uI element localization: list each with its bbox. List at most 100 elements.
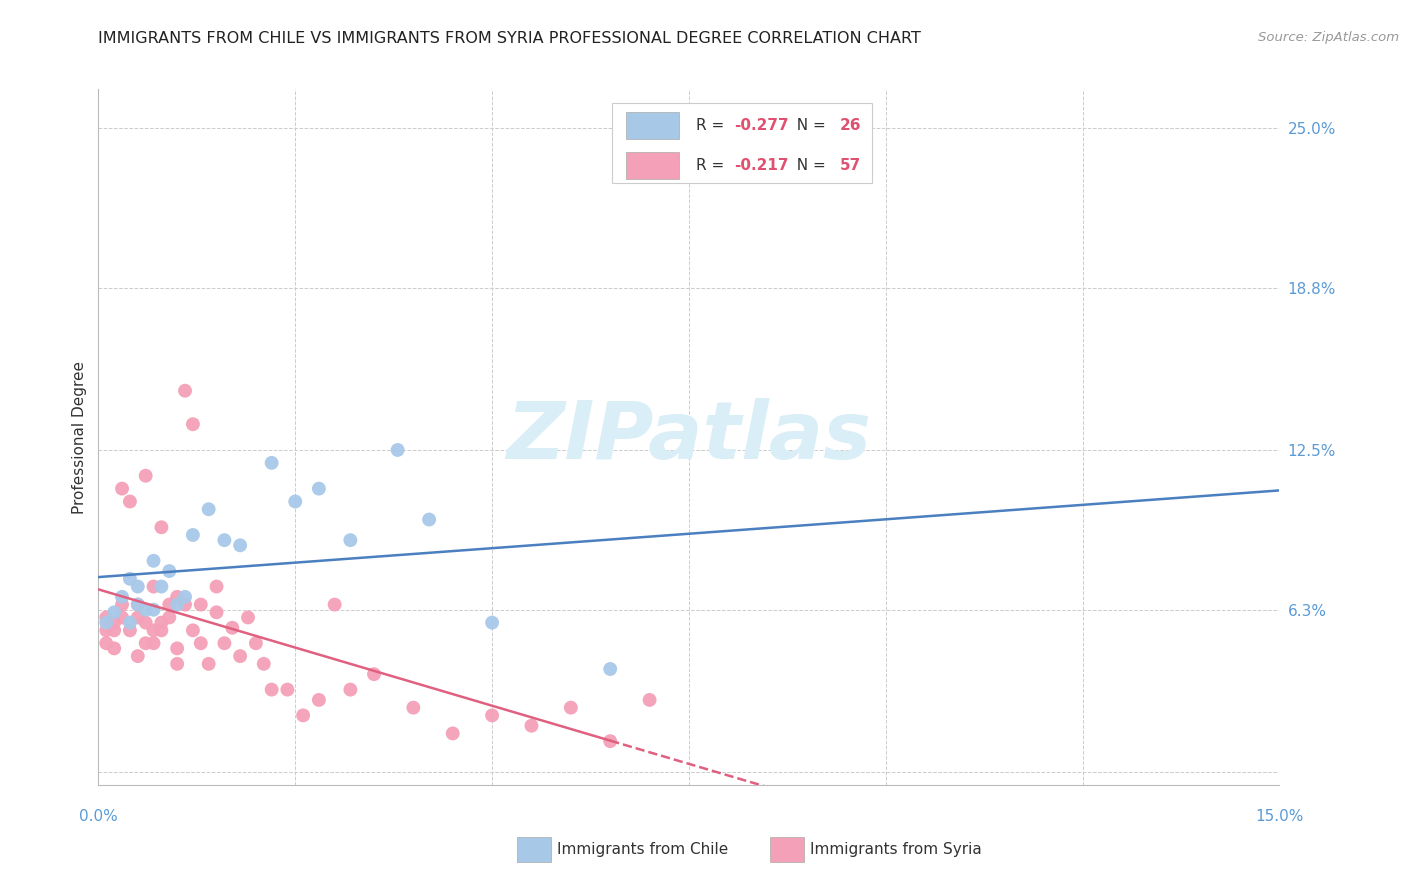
Point xyxy=(142,580,165,594)
Text: Immigrants from Syria: Immigrants from Syria xyxy=(810,842,981,856)
Point xyxy=(260,456,283,470)
Point xyxy=(260,682,283,697)
Point xyxy=(214,636,236,650)
Point xyxy=(111,590,134,604)
Point xyxy=(481,708,503,723)
Point xyxy=(96,615,118,630)
Point xyxy=(174,598,197,612)
Point xyxy=(308,693,330,707)
Point xyxy=(387,442,409,457)
Point xyxy=(150,624,173,638)
Point xyxy=(174,590,197,604)
Text: -0.217: -0.217 xyxy=(734,158,789,173)
Point xyxy=(96,624,118,638)
Point xyxy=(205,580,228,594)
Point xyxy=(308,482,330,496)
Point xyxy=(418,512,440,526)
Point xyxy=(118,572,141,586)
Point xyxy=(166,641,188,656)
FancyBboxPatch shape xyxy=(612,103,872,183)
Point xyxy=(142,624,165,638)
Point xyxy=(111,598,134,612)
Point xyxy=(157,598,180,612)
FancyBboxPatch shape xyxy=(626,112,679,139)
Point xyxy=(599,662,621,676)
Point xyxy=(245,636,267,650)
Point xyxy=(127,580,149,594)
Text: R =: R = xyxy=(696,118,730,133)
Point xyxy=(339,533,361,548)
Point xyxy=(221,621,243,635)
Point xyxy=(229,538,252,552)
Point xyxy=(363,667,385,681)
Point xyxy=(284,494,307,508)
Point xyxy=(481,615,503,630)
Point xyxy=(127,610,149,624)
Point xyxy=(166,657,188,671)
Point xyxy=(103,624,125,638)
Point xyxy=(292,708,315,723)
Text: ZIPatlas: ZIPatlas xyxy=(506,398,872,476)
Point xyxy=(441,726,464,740)
Point xyxy=(190,598,212,612)
Point xyxy=(127,598,149,612)
Text: 0.0%: 0.0% xyxy=(79,809,118,823)
Point xyxy=(276,682,298,697)
Point xyxy=(135,468,157,483)
Point xyxy=(236,610,259,624)
Point xyxy=(103,605,125,619)
Point xyxy=(103,641,125,656)
Point xyxy=(339,682,361,697)
Point xyxy=(150,580,173,594)
Text: 15.0%: 15.0% xyxy=(1256,809,1303,823)
Point xyxy=(118,624,141,638)
Point xyxy=(135,636,157,650)
Y-axis label: Professional Degree: Professional Degree xyxy=(72,360,87,514)
Point xyxy=(599,734,621,748)
Point xyxy=(520,719,543,733)
Point xyxy=(166,590,188,604)
Point xyxy=(229,649,252,664)
Point xyxy=(118,494,141,508)
Point xyxy=(181,528,204,542)
Point xyxy=(142,554,165,568)
Point xyxy=(111,610,134,624)
Point xyxy=(560,700,582,714)
Point xyxy=(402,700,425,714)
Text: -0.277: -0.277 xyxy=(734,118,789,133)
Point xyxy=(103,615,125,630)
Point xyxy=(181,624,204,638)
Point xyxy=(166,598,188,612)
Point xyxy=(142,603,165,617)
Point xyxy=(197,657,219,671)
Point xyxy=(190,636,212,650)
Text: N =: N = xyxy=(787,118,831,133)
Text: 57: 57 xyxy=(841,158,862,173)
Point xyxy=(135,615,157,630)
Point xyxy=(253,657,276,671)
Text: R =: R = xyxy=(696,158,730,173)
Point xyxy=(157,610,180,624)
Text: 26: 26 xyxy=(841,118,862,133)
Point xyxy=(111,482,134,496)
Text: IMMIGRANTS FROM CHILE VS IMMIGRANTS FROM SYRIA PROFESSIONAL DEGREE CORRELATION C: IMMIGRANTS FROM CHILE VS IMMIGRANTS FROM… xyxy=(98,31,921,46)
Point xyxy=(214,533,236,548)
Point xyxy=(142,636,165,650)
Point xyxy=(181,417,204,432)
Text: N =: N = xyxy=(787,158,831,173)
Point xyxy=(157,564,180,578)
Point xyxy=(127,598,149,612)
Point xyxy=(638,693,661,707)
Text: Source: ZipAtlas.com: Source: ZipAtlas.com xyxy=(1258,31,1399,45)
Point xyxy=(205,605,228,619)
Point xyxy=(96,636,118,650)
Point xyxy=(118,615,141,630)
Point xyxy=(150,520,173,534)
Point xyxy=(135,603,157,617)
FancyBboxPatch shape xyxy=(626,152,679,179)
Point xyxy=(150,615,173,630)
Point xyxy=(96,610,118,624)
Point xyxy=(197,502,219,516)
Text: Immigrants from Chile: Immigrants from Chile xyxy=(557,842,728,856)
Point xyxy=(127,649,149,664)
